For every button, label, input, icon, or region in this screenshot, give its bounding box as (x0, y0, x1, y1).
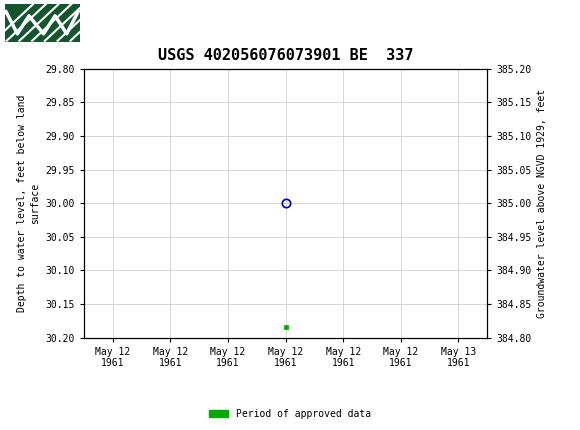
Y-axis label: Depth to water level, feet below land
surface: Depth to water level, feet below land su… (17, 95, 40, 312)
Bar (5, 3, 80, 42)
Text: USGS: USGS (90, 15, 137, 30)
Legend: Period of approved data: Period of approved data (205, 405, 375, 423)
Title: USGS 402056076073901 BE  337: USGS 402056076073901 BE 337 (158, 49, 414, 64)
Y-axis label: Groundwater level above NGVD 1929, feet: Groundwater level above NGVD 1929, feet (537, 89, 547, 318)
